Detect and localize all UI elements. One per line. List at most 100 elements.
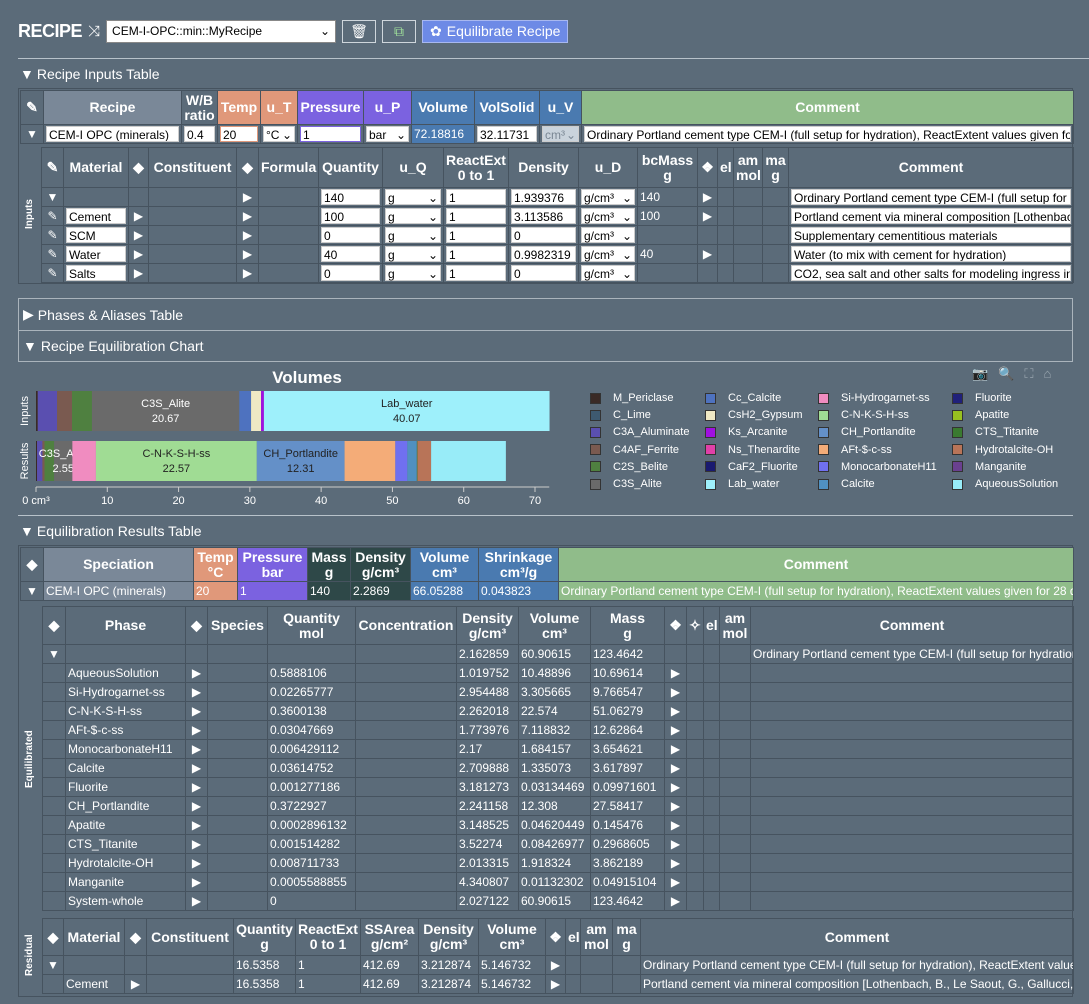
caret-right-icon[interactable]: ▶ xyxy=(185,758,208,778)
input-field[interactable]: Ordinary Portland cement type CEM-I (ful… xyxy=(584,126,1071,142)
input-field[interactable]: 0.9982319 xyxy=(511,246,576,262)
bar-segment-C2S_Belite[interactable] xyxy=(44,441,55,481)
input-field[interactable]: 100 xyxy=(321,208,380,224)
pencil-icon[interactable]: ✎ xyxy=(41,263,64,283)
caret-right-icon[interactable]: ▶ xyxy=(185,701,208,721)
unit-select[interactable]: g ⌄ xyxy=(385,189,441,205)
input-field[interactable]: SCM xyxy=(66,227,126,243)
caret-right-icon[interactable]: ▶ xyxy=(664,834,687,854)
caret-right-icon[interactable]: ▶ xyxy=(664,777,687,797)
caret-right-icon[interactable]: ▶ xyxy=(185,834,208,854)
caret-right-icon[interactable]: ▶ xyxy=(128,244,149,264)
input-field[interactable]: 32.11731 xyxy=(477,126,537,142)
legend-item[interactable]: CsH2_Gypsum xyxy=(705,409,803,421)
caret-right-icon[interactable]: ▶ xyxy=(185,720,208,740)
unit-select[interactable]: g/cm³ ⌄ xyxy=(581,265,635,281)
caret-right-icon[interactable]: ▶ xyxy=(664,663,687,683)
caret-right-icon[interactable]: ▶ xyxy=(664,796,687,816)
unit-select[interactable]: g/cm³ ⌄ xyxy=(581,246,635,262)
bar-segment-Lab_water[interactable] xyxy=(263,391,550,431)
input-field[interactable]: 0 xyxy=(511,265,576,281)
legend-item[interactable]: Manganite xyxy=(952,461,1026,473)
section-results-toggle[interactable]: ▼ Equilibration Results Table xyxy=(20,523,202,539)
bar-segment-CsH2_Gypsum[interactable] xyxy=(251,391,262,431)
input-field[interactable]: 1 xyxy=(446,208,506,224)
unit-select[interactable]: g ⌄ xyxy=(385,246,441,262)
legend-item[interactable]: C3S_Alite xyxy=(590,478,662,490)
home-icon[interactable]: ⌂ xyxy=(1043,366,1052,381)
input-field[interactable]: Water (to mix with cement for hydration) xyxy=(791,246,1071,262)
bar-segment-C2S_Belite[interactable] xyxy=(71,391,92,431)
bar-segment-CTS_Titanite[interactable] xyxy=(416,441,418,481)
input-field[interactable]: 1 xyxy=(300,126,361,142)
legend-item[interactable]: Hydrotalcite-OH xyxy=(952,444,1053,456)
caret-right-icon[interactable]: ▶ xyxy=(236,187,259,207)
caret-right-icon[interactable]: ▶ xyxy=(664,720,687,740)
caret-right-icon[interactable]: ▶ xyxy=(185,739,208,759)
input-field[interactable]: Supplementary cementitious materials xyxy=(791,227,1071,243)
caret-right-icon[interactable]: ▶ xyxy=(697,187,718,207)
legend-item[interactable]: AqueousSolution xyxy=(952,478,1058,490)
input-field[interactable]: 3.113586 xyxy=(511,208,576,224)
legend-item[interactable]: MonocarbonateH11 xyxy=(818,461,937,473)
camera-icon[interactable]: 📷 xyxy=(972,366,989,381)
bar-segment-C4AF_Ferrite[interactable] xyxy=(42,441,45,481)
bar-segment-M_Periclase[interactable] xyxy=(36,391,38,431)
unit-select[interactable]: g ⌄ xyxy=(385,208,441,224)
legend-item[interactable]: CaF2_Fluorite xyxy=(705,461,798,473)
legend-item[interactable]: CH_Portlandite xyxy=(818,426,916,438)
caret-right-icon[interactable]: ▶ xyxy=(128,263,149,283)
shuffle-icon[interactable]: ⤨ xyxy=(88,22,101,40)
caret-down-icon[interactable]: ▼ xyxy=(42,644,66,664)
legend-item[interactable]: AFt-$-c-ss xyxy=(818,444,892,456)
bar-segment-AqueousSolution[interactable] xyxy=(431,441,506,481)
legend-item[interactable]: Cc_Calcite xyxy=(705,392,781,404)
bar-segment-C-N-K-S-H-ss[interactable] xyxy=(95,441,257,481)
caret-right-icon[interactable]: ▶ xyxy=(545,974,566,994)
caret-right-icon[interactable]: ▶ xyxy=(236,263,259,283)
caret-right-icon[interactable]: ▶ xyxy=(185,796,208,816)
legend-item[interactable]: Fluorite xyxy=(952,392,1012,404)
caret-right-icon[interactable]: ▶ xyxy=(185,815,208,835)
copy-recipe-button[interactable]: ⧉ xyxy=(382,19,417,43)
unit-select[interactable]: g ⌄ xyxy=(385,265,441,281)
input-field[interactable]: 1 xyxy=(446,246,506,262)
input-field[interactable]: 1.939376 xyxy=(511,189,576,205)
input-field[interactable]: Ordinary Portland cement type CEM-I (ful… xyxy=(791,189,1071,205)
bar-segment-Ks_Arcanite[interactable] xyxy=(261,391,264,431)
caret-right-icon[interactable]: ▶ xyxy=(664,739,687,759)
caret-right-icon[interactable]: ▶ xyxy=(664,701,687,721)
caret-right-icon[interactable]: ▶ xyxy=(236,206,259,226)
unit-select[interactable]: g/cm³ ⌄ xyxy=(581,208,635,224)
legend-item[interactable]: Apatite xyxy=(952,409,1009,421)
bar-segment-M_Periclase[interactable] xyxy=(36,441,38,481)
caret-right-icon[interactable]: ▶ xyxy=(236,225,259,245)
bar-segment-MonocarbonateH11[interactable] xyxy=(395,441,408,481)
bar-segment-CH_Portlandite[interactable] xyxy=(256,441,345,481)
input-field[interactable]: 0 xyxy=(511,227,576,243)
caret-down-icon[interactable]: ▼ xyxy=(20,581,44,601)
legend-item[interactable]: Lab_water xyxy=(705,478,779,490)
input-field[interactable]: 1 xyxy=(446,265,506,281)
legend-item[interactable]: C3A_Aluminate xyxy=(590,426,689,438)
recipe-select[interactable]: CEM-I-OPC::min::MyRecipe ⌄ xyxy=(106,19,337,43)
unit-select[interactable]: g ⌄ xyxy=(385,227,441,243)
unit-select[interactable]: g/cm³ ⌄ xyxy=(581,189,635,205)
legend-item[interactable]: CTS_Titanite xyxy=(952,426,1039,438)
bar-segment-Calcite[interactable] xyxy=(407,441,417,481)
input-field[interactable]: Salts xyxy=(66,265,126,281)
input-field[interactable]: 20 xyxy=(220,126,258,142)
delete-button[interactable]: 🗑 xyxy=(342,19,377,43)
caret-right-icon[interactable]: ▶ xyxy=(664,891,687,911)
legend-item[interactable]: Ks_Arcanite xyxy=(705,426,787,438)
caret-right-icon[interactable]: ▶ xyxy=(185,891,208,911)
bar-segment-C3S_Alite[interactable] xyxy=(91,391,240,431)
legend-item[interactable]: C2S_Belite xyxy=(590,461,668,473)
input-field[interactable]: 0 xyxy=(321,227,380,243)
caret-right-icon[interactable]: ▶ xyxy=(664,853,687,873)
legend-item[interactable]: C4AF_Ferrite xyxy=(590,444,679,456)
pencil-icon[interactable]: ✎ xyxy=(41,206,64,226)
caret-down-icon[interactable]: ▼ xyxy=(42,955,64,975)
unit-select[interactable]: g/cm³ ⌄ xyxy=(581,227,635,243)
bar-segment-C3S_Alite[interactable] xyxy=(54,441,73,481)
